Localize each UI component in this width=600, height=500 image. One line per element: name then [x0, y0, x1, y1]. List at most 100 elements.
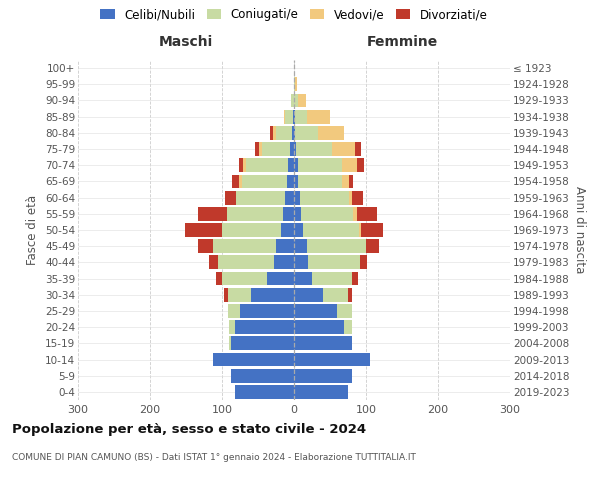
Bar [294, 174, 298, 188]
Bar [269, 126, 273, 140]
Bar [319, 126, 344, 140]
Bar [247, 158, 288, 172]
Bar [294, 126, 295, 140]
Bar [266, 272, 294, 285]
Bar [281, 223, 294, 237]
Bar [294, 240, 307, 253]
Bar [262, 142, 290, 156]
Bar [276, 240, 294, 253]
Bar [255, 142, 259, 156]
Bar [295, 126, 319, 140]
Bar [323, 288, 348, 302]
Bar [294, 272, 312, 285]
Bar [288, 158, 294, 172]
Bar [236, 190, 286, 204]
Bar [235, 385, 294, 399]
Bar [229, 304, 240, 318]
Bar [295, 78, 297, 91]
Bar [274, 256, 294, 270]
Bar [230, 336, 294, 350]
Bar [286, 110, 293, 124]
Bar [227, 207, 283, 220]
Bar [308, 256, 360, 270]
Bar [218, 256, 274, 270]
Bar [239, 174, 242, 188]
Bar [332, 142, 355, 156]
Bar [229, 320, 235, 334]
Bar [222, 223, 281, 237]
Bar [352, 190, 363, 204]
Bar [294, 256, 308, 270]
Bar [290, 142, 294, 156]
Bar [232, 174, 239, 188]
Text: Popolazione per età, sesso e stato civile - 2024: Popolazione per età, sesso e stato civil… [12, 422, 366, 436]
Bar [294, 158, 298, 172]
Bar [360, 256, 367, 270]
Bar [294, 110, 295, 124]
Bar [302, 223, 359, 237]
Text: Femmine: Femmine [367, 34, 437, 48]
Bar [294, 385, 348, 399]
Bar [312, 272, 352, 285]
Bar [286, 190, 294, 204]
Bar [235, 320, 294, 334]
Bar [344, 320, 352, 334]
Bar [251, 288, 294, 302]
Bar [348, 288, 352, 302]
Bar [349, 174, 353, 188]
Bar [225, 190, 236, 204]
Bar [198, 240, 212, 253]
Bar [212, 240, 276, 253]
Bar [242, 174, 287, 188]
Bar [337, 304, 352, 318]
Bar [185, 223, 222, 237]
Bar [294, 369, 352, 382]
Bar [366, 240, 379, 253]
Bar [298, 94, 306, 108]
Bar [356, 158, 364, 172]
Bar [298, 174, 342, 188]
Bar [352, 272, 358, 285]
Bar [307, 240, 366, 253]
Legend: Celibi/Nubili, Coniugati/e, Vedovi/e, Divorziati/e: Celibi/Nubili, Coniugati/e, Vedovi/e, Di… [98, 6, 490, 24]
Bar [294, 207, 301, 220]
Bar [273, 126, 276, 140]
Bar [276, 126, 292, 140]
Bar [294, 352, 370, 366]
Bar [295, 110, 307, 124]
Bar [301, 207, 353, 220]
Bar [230, 369, 294, 382]
Bar [228, 288, 251, 302]
Y-axis label: Anni di nascita: Anni di nascita [573, 186, 586, 274]
Bar [222, 272, 266, 285]
Bar [209, 256, 218, 270]
Bar [294, 304, 337, 318]
Bar [294, 223, 302, 237]
Text: Maschi: Maschi [159, 34, 213, 48]
Bar [294, 78, 295, 91]
Bar [294, 94, 298, 108]
Y-axis label: Fasce di età: Fasce di età [26, 195, 40, 265]
Bar [284, 110, 286, 124]
Bar [243, 158, 247, 172]
Bar [198, 207, 227, 220]
Bar [214, 352, 294, 366]
Text: COMUNE DI PIAN CAMUNO (BS) - Dati ISTAT 1° gennaio 2024 - Elaborazione TUTTITALI: COMUNE DI PIAN CAMUNO (BS) - Dati ISTAT … [12, 452, 416, 462]
Bar [298, 158, 342, 172]
Bar [229, 336, 230, 350]
Bar [294, 288, 323, 302]
Bar [353, 207, 356, 220]
Bar [224, 288, 228, 302]
Bar [259, 142, 262, 156]
Bar [287, 174, 294, 188]
Bar [296, 142, 332, 156]
Bar [300, 190, 349, 204]
Bar [216, 272, 222, 285]
Bar [359, 223, 361, 237]
Bar [361, 223, 383, 237]
Bar [307, 110, 330, 124]
Bar [342, 174, 349, 188]
Bar [293, 110, 294, 124]
Bar [342, 158, 356, 172]
Bar [356, 207, 377, 220]
